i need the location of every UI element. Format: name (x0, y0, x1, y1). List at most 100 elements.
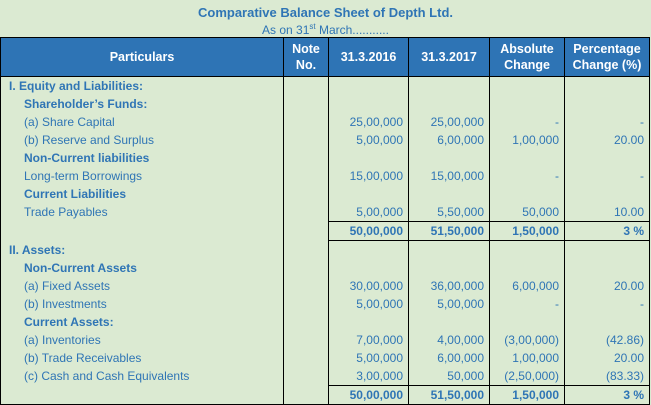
value-2017-cell: 4,00,000 (408, 331, 490, 349)
value-2017-cell: 5,50,000 (408, 203, 490, 222)
absolute-change-cell: - (489, 113, 565, 131)
value-2017-cell (408, 259, 490, 277)
table-row: (b) Investments 5,00,000 5,00,000- - (0, 295, 650, 313)
particulars-cell: II. Assets: (0, 240, 284, 259)
table-row: Current Liabilities (0, 185, 650, 203)
note-cell (283, 131, 329, 149)
percentage-change-cell (564, 149, 650, 167)
table-row: Shareholder’s Funds: (0, 95, 650, 113)
note-cell (283, 367, 329, 386)
value-2016-cell: 5,00,000 (328, 203, 409, 222)
absolute-change-cell: - (489, 167, 565, 185)
absolute-change-cell (489, 313, 565, 331)
absolute-change-cell: (2,50,000) (489, 367, 565, 386)
header-absolute-change: Absolute Change (489, 37, 565, 77)
table-row: (c) Cash and Cash Equivalents 3,00,000 50,… (0, 367, 650, 386)
table-row: (a) Inventories 7,00,000 4,00,000 (3,00,000… (0, 331, 650, 349)
value-2016-cell: 30,00,000 (328, 277, 409, 295)
note-cell (283, 76, 329, 95)
value-2017-cell: 6,00,000 (408, 349, 490, 367)
value-2017-cell: 6,00,000 (408, 131, 490, 149)
table-row: 50,00,000 51,50,000 1,50,000 3 % (0, 221, 650, 241)
value-2016-cell: 5,00,000 (328, 131, 409, 149)
note-cell (283, 113, 329, 131)
value-2016-cell: 50,00,000 (328, 221, 409, 241)
absolute-change-cell (489, 76, 565, 95)
table-row: Non-Current liabilities (0, 149, 650, 167)
header-2016: 31.3.2016 (328, 37, 409, 77)
value-2017-cell (408, 313, 490, 331)
particulars-cell: (b) Reserve and Surplus (0, 131, 284, 149)
table-row: Trade Payables 5,00,000 5,50,000 50,000 10.0… (0, 203, 650, 222)
absolute-change-cell (489, 185, 565, 203)
value-2017-cell: 50,000 (408, 367, 490, 386)
value-2016-cell: 25,00,000 (328, 113, 409, 131)
value-2017-cell: 25,00,000 (408, 113, 490, 131)
table-row: Non-Current Assets (0, 259, 650, 277)
percentage-change-cell (564, 185, 650, 203)
value-2016-cell (328, 185, 409, 203)
absolute-change-cell: 50,000 (489, 203, 565, 222)
percentage-change-cell: 20.00 (564, 277, 650, 295)
value-2017-cell: 51,50,000 (408, 385, 490, 405)
table-row: (b) Reserve and Surplus 5,00,000 6,00,000 1… (0, 131, 650, 149)
value-2017-cell (408, 185, 490, 203)
header-percentage-change: Percentage Change (%) (564, 37, 650, 77)
percentage-change-cell: 3 % (564, 221, 650, 241)
header-particulars: Particulars (0, 37, 284, 77)
value-2016-cell: 3,00,000 (328, 367, 409, 386)
absolute-change-cell (489, 95, 565, 113)
percentage-change-cell (564, 76, 650, 95)
value-2017-cell (408, 149, 490, 167)
particulars-cell: (a) Share Capital (0, 113, 284, 131)
note-cell (283, 203, 329, 222)
value-2016-cell: 7,00,000 (328, 331, 409, 349)
percentage-change-cell: - (564, 113, 650, 131)
note-cell (283, 349, 329, 367)
percentage-change-cell: (83.33) (564, 367, 650, 386)
value-2017-cell (408, 240, 490, 259)
particulars-cell: Non-Current Assets (0, 259, 284, 277)
absolute-change-cell: 1,00,000 (489, 131, 565, 149)
table-row: Current Assets: (0, 313, 650, 331)
note-cell (283, 167, 329, 185)
percentage-change-cell: 20.00 (564, 349, 650, 367)
table-row: Long-term Borrowings 15,00,000 15,00,000- - (0, 167, 650, 185)
value-2017-cell (408, 76, 490, 95)
value-2016-cell: 5,00,000 (328, 349, 409, 367)
note-cell (283, 295, 329, 313)
particulars-cell: (b) Investments (0, 295, 284, 313)
note-cell (283, 277, 329, 295)
value-2016-cell (328, 76, 409, 95)
particulars-cell: I. Equity and Liabilities: (0, 76, 284, 95)
particulars-cell: (b) Trade Receivables (0, 349, 284, 367)
header-2017: 31.3.2017 (408, 37, 490, 77)
note-cell (283, 331, 329, 349)
percentage-change-cell (564, 259, 650, 277)
particulars-cell: Trade Payables (0, 203, 284, 222)
value-2017-cell: 5,00,000 (408, 295, 490, 313)
header-note-no: Note No. (283, 37, 329, 77)
particulars-cell (0, 221, 284, 241)
note-cell (283, 95, 329, 113)
percentage-change-cell: - (564, 295, 650, 313)
absolute-change-cell: 1,00,000 (489, 349, 565, 367)
value-2016-cell (328, 95, 409, 113)
table-row: (a) Fixed Assets 30,00,000 36,00,000 6,00,0… (0, 277, 650, 295)
absolute-change-cell (489, 240, 565, 259)
value-2017-cell: 36,00,000 (408, 277, 490, 295)
note-cell (283, 185, 329, 203)
percentage-change-cell: 10.00 (564, 203, 650, 222)
absolute-change-cell: 1,50,000 (489, 221, 565, 241)
balance-sheet-table: Particulars Note No. 31.3.2016 31.3.2017 … (0, 37, 650, 405)
absolute-change-cell (489, 259, 565, 277)
percentage-change-cell (564, 313, 650, 331)
note-cell (283, 149, 329, 167)
absolute-change-cell (489, 149, 565, 167)
value-2016-cell (328, 313, 409, 331)
percentage-change-cell: 20.00 (564, 131, 650, 149)
particulars-cell: (c) Cash and Cash Equivalents (0, 367, 284, 386)
value-2016-cell: 15,00,000 (328, 167, 409, 185)
particulars-cell: Current Assets: (0, 313, 284, 331)
table-row: 50,00,000 51,50,000 1,50,000 3 % (0, 385, 650, 405)
